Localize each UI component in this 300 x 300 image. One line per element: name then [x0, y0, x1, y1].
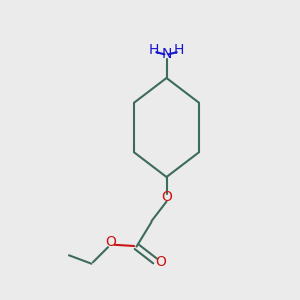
Text: O: O	[156, 255, 167, 268]
Text: O: O	[106, 235, 116, 249]
Text: N: N	[161, 47, 172, 61]
Text: O: O	[161, 190, 172, 204]
Text: H: H	[149, 44, 159, 57]
Text: H: H	[174, 44, 184, 57]
